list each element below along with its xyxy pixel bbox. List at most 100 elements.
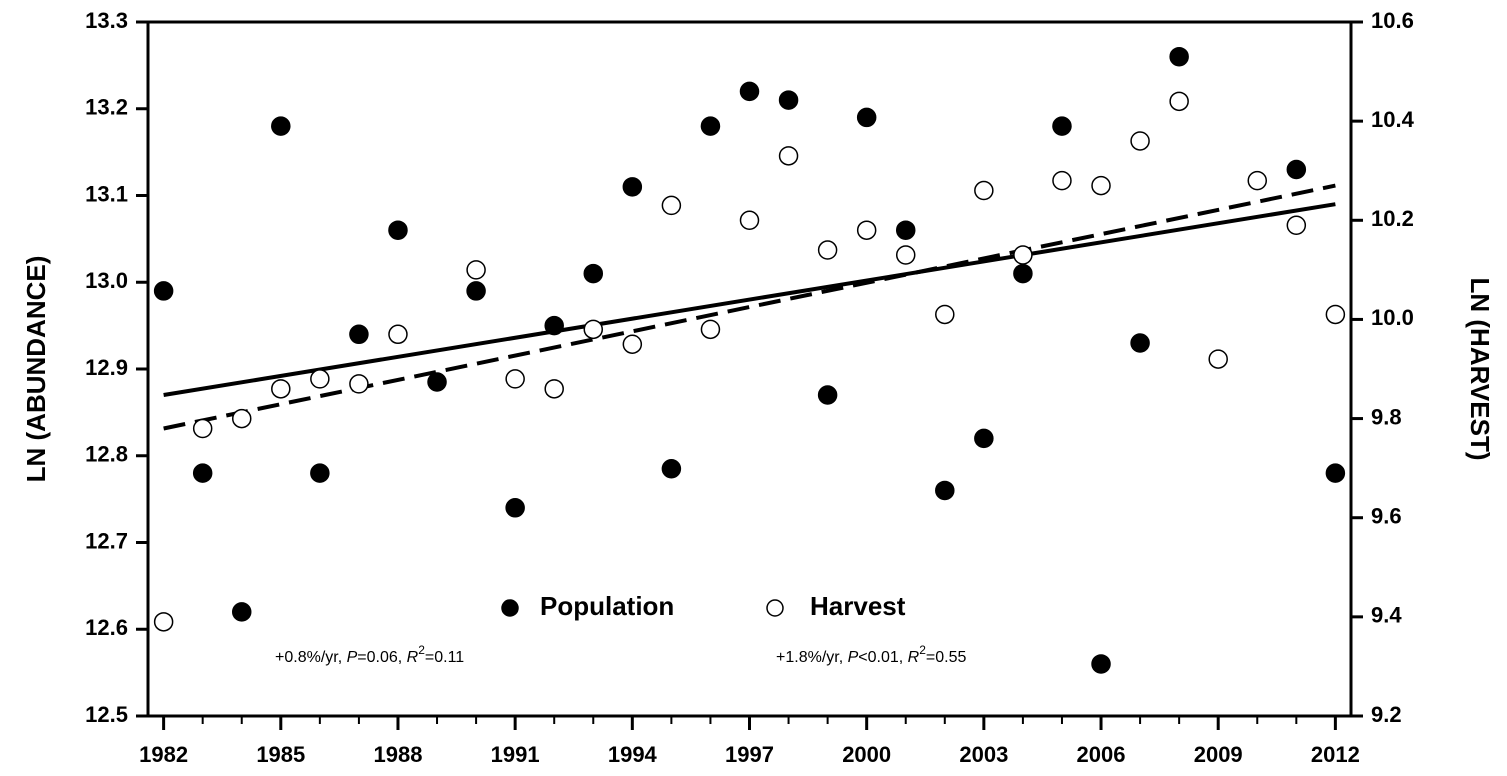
point: [974, 428, 994, 449]
y-tick-label: 13.0: [85, 268, 128, 293]
point: [349, 324, 369, 345]
point: [1325, 304, 1346, 325]
annotation-part: R: [908, 649, 920, 666]
annotation: +1.8%/yr, P<0.01, R2=0.55: [776, 643, 966, 666]
point: [661, 195, 682, 216]
point: [1091, 175, 1111, 196]
point: [1091, 654, 1111, 674]
annotation-part: P: [848, 649, 859, 666]
point: [739, 210, 760, 231]
y-tick-label: 12.9: [85, 355, 128, 380]
point: [310, 369, 330, 389]
point: [583, 263, 604, 284]
point: [1169, 91, 1189, 112]
y2-tick-label: 10.4: [1371, 107, 1415, 132]
annotation-part: +1.8%/yr,: [776, 649, 848, 666]
annotation-part: 2: [418, 643, 425, 657]
point: [1208, 349, 1228, 369]
y2-tick-label: 10.2: [1371, 206, 1414, 231]
point: [1013, 245, 1033, 265]
point: [1286, 215, 1307, 235]
annotation: +0.8%/yr, P=0.06, R2=0.11: [275, 643, 464, 666]
point: [778, 146, 799, 166]
point: [544, 315, 564, 336]
point: [856, 107, 877, 128]
point: [895, 245, 916, 265]
point: [505, 498, 525, 518]
y-tick-label: 13.2: [85, 95, 128, 120]
point: [778, 90, 799, 110]
y2-tick-label: 9.6: [1371, 504, 1402, 529]
point: [974, 180, 994, 201]
point: [192, 418, 213, 439]
point: [466, 281, 486, 301]
y2-axis-label: LN (HARVEST): [1465, 278, 1495, 461]
point: [427, 372, 447, 392]
y2-tick-label: 9.8: [1371, 404, 1402, 429]
y-tick-label: 12.7: [85, 528, 128, 553]
point: [1325, 463, 1346, 483]
point: [153, 281, 174, 301]
trend-line: [163, 202, 1336, 397]
legend-label: Harvest: [810, 591, 906, 621]
point: [1286, 159, 1307, 180]
point: [661, 459, 682, 479]
point: [1013, 263, 1033, 284]
x-tick-label: 1988: [373, 742, 422, 767]
point: [1247, 170, 1268, 191]
legend-marker: [766, 599, 784, 617]
y2-tick-label: 10.0: [1371, 305, 1414, 330]
point: [817, 385, 838, 405]
point: [192, 463, 213, 483]
x-tick-label: 1985: [256, 742, 305, 767]
point: [935, 304, 955, 325]
point: [700, 319, 721, 340]
point: [1052, 116, 1072, 136]
y-tick-label: 12.8: [85, 442, 128, 467]
point: [739, 81, 760, 102]
point: [895, 220, 916, 240]
point: [935, 480, 955, 501]
point: [231, 602, 252, 622]
x-tick-label: 1991: [491, 742, 540, 767]
point: [622, 334, 643, 354]
annotation-part: =0.55: [926, 649, 967, 666]
point: [310, 463, 330, 483]
annotation-part: =0.11: [425, 649, 464, 666]
point: [271, 379, 291, 399]
point: [505, 369, 525, 389]
legend-label: Population: [540, 591, 674, 621]
point: [271, 116, 291, 136]
point: [622, 177, 643, 197]
annotation-part: =0.06,: [357, 649, 406, 666]
x-tick-label: 1994: [608, 742, 658, 767]
y2-tick-label: 10.6: [1371, 8, 1414, 33]
y-tick-label: 13.1: [85, 181, 128, 206]
annotation-part: +0.8%/yr,: [275, 649, 347, 666]
x-tick-label: 2000: [842, 742, 891, 767]
x-tick-label: 1982: [139, 742, 188, 767]
point: [153, 612, 174, 632]
y-tick-label: 13.3: [85, 8, 128, 33]
annotation-part: <0.01,: [858, 649, 907, 666]
y-tick-label: 12.5: [85, 702, 128, 727]
point: [583, 319, 604, 340]
point: [349, 374, 369, 394]
annotation-part: P: [347, 649, 358, 666]
y-axis-label: LN (ABUNDANCE): [21, 256, 51, 483]
x-tick-label: 1997: [725, 742, 774, 767]
y-tick-label: 12.6: [85, 615, 128, 640]
x-tick-label: 2003: [959, 742, 1008, 767]
point: [817, 240, 838, 260]
point: [388, 220, 408, 240]
annotation-part: R: [407, 649, 419, 666]
point: [388, 324, 408, 345]
legend-marker: [501, 599, 519, 617]
point: [700, 116, 721, 136]
point: [466, 260, 486, 280]
x-tick-label: 2012: [1311, 742, 1360, 767]
x-tick-label: 2009: [1194, 742, 1243, 767]
y2-tick-label: 9.4: [1371, 603, 1402, 628]
point: [1169, 46, 1189, 67]
